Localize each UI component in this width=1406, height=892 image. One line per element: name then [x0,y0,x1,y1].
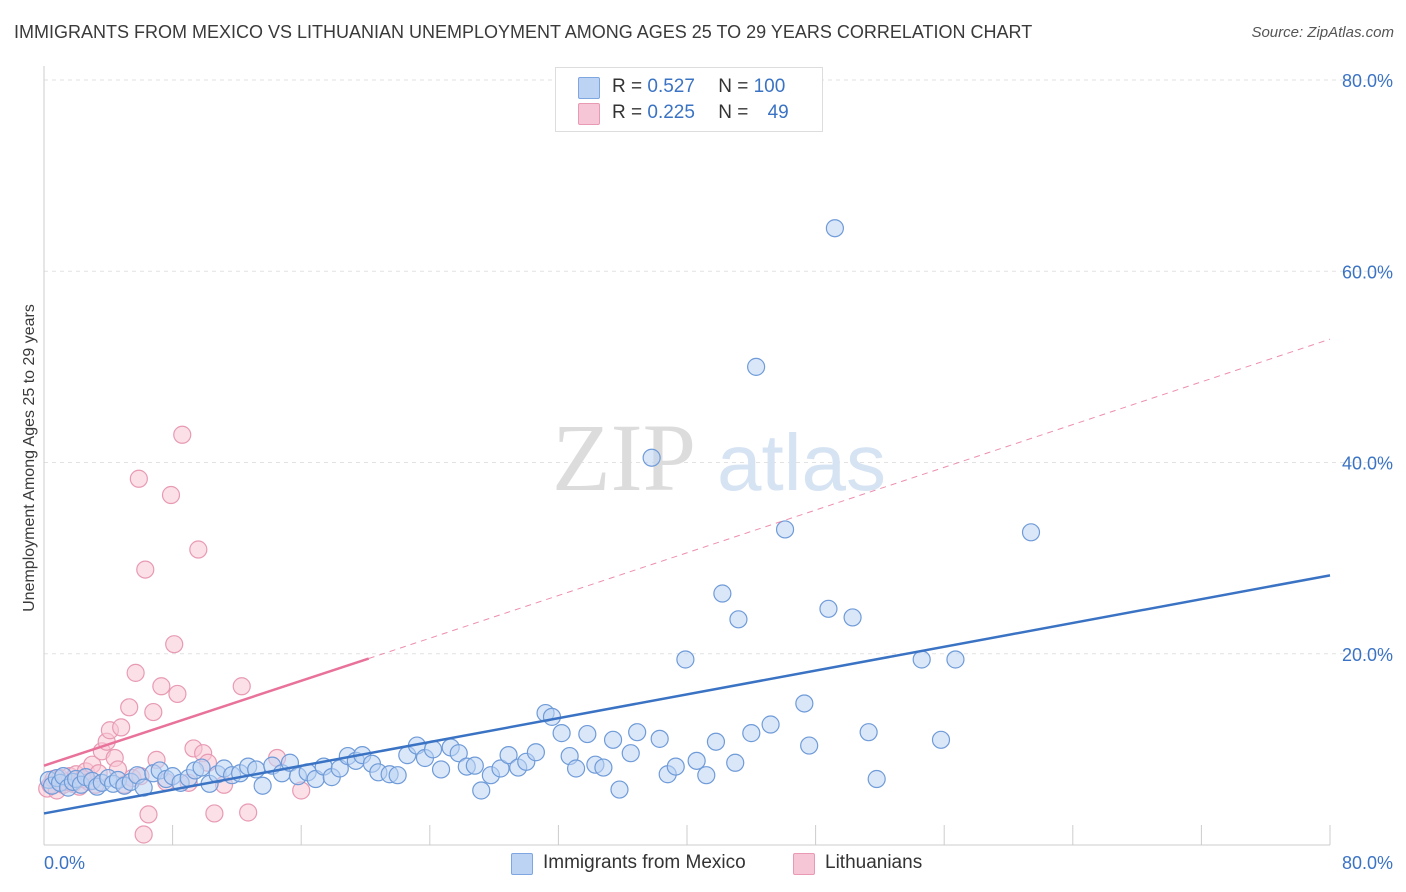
legend-label: Lithuanians [825,852,923,873]
data-point-mexico [192,758,211,777]
data-point-lithuanians [120,698,139,717]
chart-title: IMMIGRANTS FROM MEXICO VS LITHUANIAN UNE… [14,22,1033,42]
data-point-mexico [253,776,272,795]
data-point-mexico [747,357,766,376]
data-point-mexico [628,723,647,742]
data-point-mexico [742,724,761,743]
data-point-mexico [819,599,838,618]
data-point-mexico [1021,523,1041,542]
data-point-mexico [491,759,510,778]
data-point-lithuanians [129,469,148,488]
source-label: Source: ZipAtlas.com [1251,24,1394,41]
n-value: 100 [753,76,786,97]
data-point-lithuanians [144,702,163,722]
data-point-lithuanians [239,803,258,822]
trend-line-lithuanians-extension [368,338,1331,660]
data-point-lithuanians [136,560,155,579]
data-point-lithuanians [112,718,131,737]
data-point-mexico [761,715,780,734]
series-legend: Immigrants from Mexico Lithuanians [0,852,1406,876]
legend-swatch-blue [578,77,600,99]
data-point-lithuanians [139,805,158,824]
data-point-mexico [706,732,726,751]
data-point-lithuanians [173,425,192,444]
data-point-lithuanians [152,677,171,696]
r-label: R = [612,76,643,97]
data-point-lithuanians [134,825,153,844]
data-point-mexico [800,736,819,755]
r-value: 0.225 [647,102,695,123]
data-point-mexico [912,650,931,669]
data-point-mexico [526,743,545,762]
data-point-mexico [687,751,706,770]
trend-lines [43,338,1331,815]
y-tick-label: 40.0% [1342,454,1393,474]
data-point-mexico [795,694,814,713]
data-point-mexico [465,756,484,775]
tick-labels: 20.0% 40.0% 60.0% 80.0% 0.0% 80.0% [44,71,1393,873]
legend-row-text: R = 0.527 N = 100 [612,76,785,98]
data-point-mexico [697,766,716,785]
legend-swatch-blue [511,853,533,875]
data-point-mexico [594,758,613,777]
series-immigrants-from-mexico [39,219,1041,800]
axes [43,66,1331,846]
r-label: R = [612,102,643,123]
legend-swatch-pink [793,853,815,875]
data-point-mexico [729,610,748,629]
watermark: ZIP atlas [552,404,886,511]
data-point-mexico [713,584,732,603]
watermark-zip: ZIP [552,404,696,511]
data-point-mexico [726,753,745,772]
y-tick-label: 80.0% [1342,71,1393,91]
data-point-mexico [867,769,886,789]
data-point-mexico [388,766,407,785]
n-value: 49 [767,102,789,123]
gridlines [44,79,1395,655]
data-point-mexico [843,608,862,627]
data-point-mexico [449,744,468,763]
data-point-mexico [946,650,965,669]
data-point-mexico [676,650,695,669]
data-point-mexico [666,757,685,776]
legend-row-text: R = 0.225 N = 49 [612,102,789,124]
trend-line-mexico [43,574,1331,815]
data-point-lithuanians [189,540,208,559]
legend-swatch-pink [578,103,600,125]
correlation-legend: R = 0.527 N = 100 R = 0.225 N = 49 [555,67,823,132]
data-point-lithuanians [205,804,224,823]
data-point-mexico [431,760,451,779]
data-point-mexico [578,724,597,744]
data-point-mexico [472,781,491,800]
data-point-mexico [499,746,518,765]
watermark-atlas: atlas [717,418,886,507]
data-point-lithuanians [165,635,184,654]
data-point-lithuanians [232,677,251,696]
x-tick-label: 0.0% [44,853,85,873]
r-value: 0.527 [647,76,695,97]
data-point-mexico [859,723,878,742]
data-point-lithuanians [161,485,181,505]
data-point-lithuanians [168,684,187,704]
data-point-lithuanians [126,663,145,682]
y-tick-label: 20.0% [1342,645,1393,665]
n-label: N = [718,76,749,97]
data-point-mexico [931,730,951,749]
data-point-mexico [603,730,623,749]
data-point-mexico [610,780,629,799]
n-label: N = [718,102,749,123]
data-point-mexico [621,744,640,763]
data-point-mexico [775,520,795,539]
data-point-mexico [825,219,844,238]
data-point-mexico [566,759,586,778]
y-tick-label: 60.0% [1342,262,1393,282]
data-point-mexico [542,707,562,726]
data-point-mexico [552,724,571,743]
legend-label: Immigrants from Mexico [543,852,746,873]
data-point-mexico [650,729,669,748]
trend-line-lithuanians [43,657,370,767]
x-tick-label: 80.0% [1342,853,1393,873]
data-point-mexico [642,448,661,467]
